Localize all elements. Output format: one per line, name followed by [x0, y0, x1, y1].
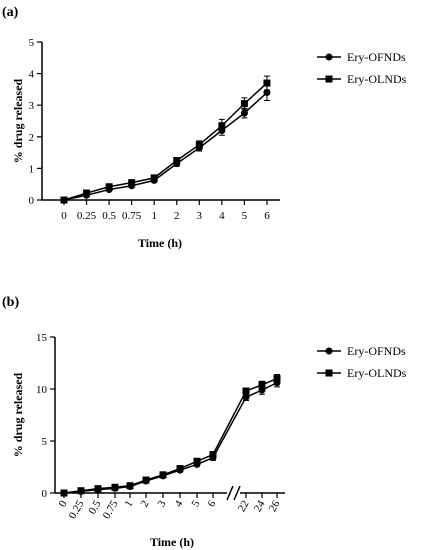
x-tick-label: 0.75 [122, 210, 142, 222]
data-point-square [218, 122, 226, 130]
x-tick-label: 4 [219, 210, 225, 222]
data-point-square [105, 183, 113, 191]
x-tick-label: 24 [252, 498, 268, 514]
y-tick-label: 3 [29, 100, 35, 112]
data-point-square [150, 174, 158, 182]
panel-b-label: (b) [2, 295, 19, 310]
x-tick-label: 5 [242, 210, 248, 222]
panel-b-legend-label-1: Ery-OFNDs [347, 344, 406, 358]
data-point-square [83, 189, 91, 197]
data-point-square [242, 387, 250, 395]
x-tick-label: 22 [236, 499, 252, 515]
data-point-square [142, 476, 150, 484]
panel-a-y-axis-title: % drug released [11, 78, 25, 163]
x-tick-label: 3 [155, 498, 168, 509]
data-point-circle [240, 109, 248, 117]
y-tick-label: 5 [42, 436, 48, 448]
y-tick-label: 0 [42, 488, 48, 500]
data-point-square [263, 79, 271, 87]
data-point-square [173, 157, 181, 164]
x-tick-label: 0.25 [67, 498, 87, 521]
panel-a-label: (a) [2, 5, 19, 20]
axis-break-icon [226, 485, 241, 501]
panel-a-legend: Ery-OFNDs Ery-OLNDs [317, 50, 407, 86]
panel-b-x-axis-title: Time (h) [150, 535, 194, 549]
y-tick-label: 0 [29, 195, 35, 207]
data-point-square [159, 471, 167, 479]
panel-a-legend-entry-2: Ery-OLNDs [317, 72, 407, 86]
data-point-square [77, 487, 85, 495]
series-line-2 [63, 82, 268, 201]
y-tick-label: 15 [36, 332, 48, 344]
panel-b-legend-entry-2: Ery-OLNDs [317, 366, 407, 380]
data-point-square [128, 179, 136, 187]
y-tick-label: 4 [29, 69, 35, 81]
x-tick-label: 2 [174, 210, 180, 222]
data-point-square [273, 375, 281, 383]
panel-a-x-axis-title: Time (h) [138, 236, 182, 250]
legend-circle-marker [325, 53, 333, 61]
x-tick-label: 0 [61, 210, 67, 222]
x-tick-label: 26 [267, 498, 283, 514]
data-point-square [240, 100, 248, 108]
panel-a-legend-entry-1: Ery-OFNDs [317, 50, 406, 64]
panel-a-legend-label-1: Ery-OFNDs [347, 50, 406, 64]
data-point-square [176, 465, 184, 473]
legend-circle-marker [325, 347, 333, 355]
data-point-square [258, 381, 266, 389]
y-tick-label: 5 [29, 37, 35, 49]
series-line-1 [63, 92, 268, 201]
y-tick-label: 2 [29, 132, 35, 144]
x-tick-label: 0.75 [101, 498, 121, 521]
data-point-square [126, 482, 134, 490]
legend-square-marker [325, 75, 333, 83]
y-tick-label: 10 [36, 384, 48, 396]
panel-b-legend-label-2: Ery-OLNDs [347, 366, 407, 380]
data-point-square [94, 485, 102, 493]
panel-a-chart: (a) % drug released Time (h) 0 1 2 3 4 5 0 0.2… [2, 5, 407, 250]
x-tick-label: 3 [197, 210, 203, 222]
x-tick-label: 6 [205, 498, 218, 509]
y-tick-label: 1 [29, 163, 35, 175]
data-point-square [193, 457, 201, 465]
data-point-square [111, 483, 119, 491]
panel-b-legend: Ery-OFNDs Ery-OLNDs [317, 344, 407, 380]
x-tick-label: 0.5 [102, 210, 116, 222]
data-point-square [60, 196, 68, 204]
x-tick-label: 6 [264, 210, 270, 222]
panel-a-legend-label-2: Ery-OLNDs [347, 72, 407, 86]
data-point-square [195, 141, 203, 149]
x-tick-label: 1 [151, 210, 157, 222]
panel-b-legend-entry-1: Ery-OFNDs [317, 344, 406, 358]
x-tick-label: 5 [189, 498, 202, 509]
panel-b-y-axis-title: % drug released [11, 372, 25, 457]
x-tick-label: 2 [138, 499, 151, 510]
legend-square-marker [325, 369, 333, 377]
data-point-square [209, 451, 217, 459]
x-tick-label: 4 [172, 498, 185, 509]
x-tick-label: 1 [122, 499, 135, 510]
x-tick-label: 0.25 [77, 210, 97, 222]
data-point-square [60, 489, 68, 497]
x-tick-label: 0 [56, 498, 69, 509]
data-point-circle [263, 89, 271, 97]
